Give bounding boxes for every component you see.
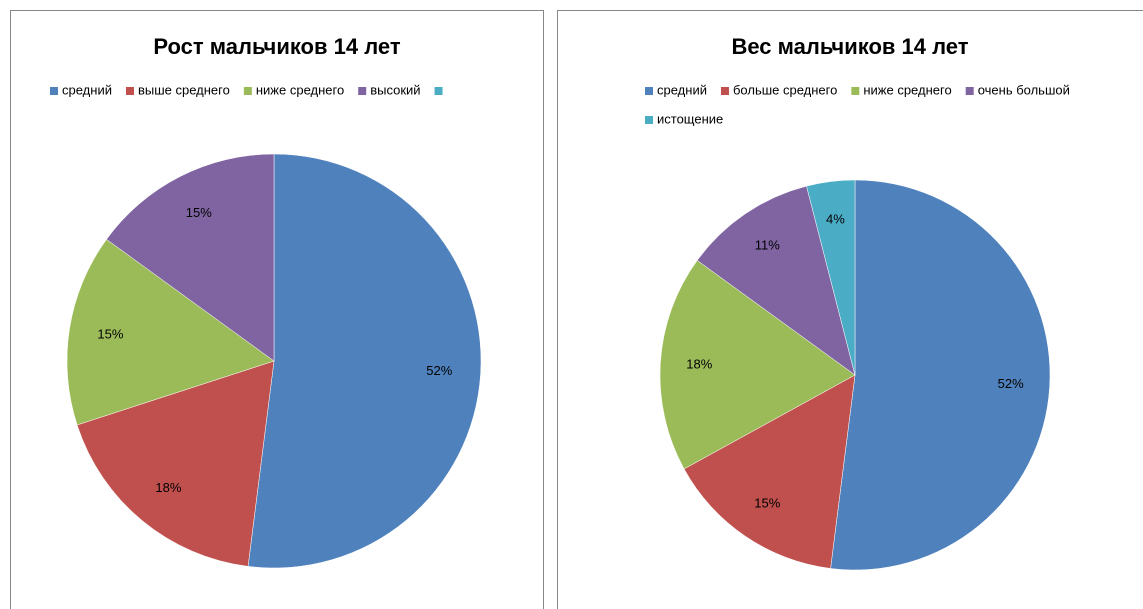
legend-label: выше среднего xyxy=(138,82,230,97)
legend-swatch xyxy=(851,87,860,95)
chart-title: Рост мальчиков 14 лет xyxy=(153,34,400,59)
legend-label: истощение xyxy=(657,111,723,126)
pie-slice xyxy=(66,238,275,426)
legend-swatch xyxy=(434,87,443,95)
data-label: 18% xyxy=(155,480,181,495)
legend-label: средний xyxy=(657,82,707,97)
legend-swatch xyxy=(645,87,653,95)
data-label: 4% xyxy=(826,212,845,227)
pie-slice xyxy=(806,179,856,376)
data-label: 15% xyxy=(754,495,780,510)
data-label: 18% xyxy=(686,357,712,372)
pie-slice xyxy=(696,185,856,376)
chart-title: Вес мальчиков 14 лет xyxy=(731,34,968,59)
legend-label: больше среднего xyxy=(733,82,837,97)
data-label: 52% xyxy=(426,363,452,378)
pie-slice xyxy=(683,374,856,569)
data-label: 15% xyxy=(186,205,212,220)
legend-label: очень большой xyxy=(978,82,1070,97)
legend-swatch xyxy=(965,87,974,95)
data-label: 11% xyxy=(755,237,780,252)
legend-label: ниже среднего xyxy=(256,82,344,97)
legend-label: высокий xyxy=(370,82,420,97)
legend-label: средний xyxy=(62,82,112,97)
legend-swatch xyxy=(358,87,367,95)
pie-slice xyxy=(76,360,275,567)
data-label: 15% xyxy=(97,327,123,342)
legend-swatch xyxy=(50,87,58,95)
pie-slice xyxy=(659,260,856,470)
legend-swatch xyxy=(720,87,729,95)
legend-swatch xyxy=(125,87,134,95)
pie-slice xyxy=(247,153,482,569)
pie-slice xyxy=(830,179,1051,571)
data-label: 52% xyxy=(998,376,1024,391)
legend-label: ниже среднего xyxy=(863,82,951,97)
legend-swatch xyxy=(243,87,252,95)
pie-slice xyxy=(106,153,275,362)
legend-swatch xyxy=(645,116,653,124)
